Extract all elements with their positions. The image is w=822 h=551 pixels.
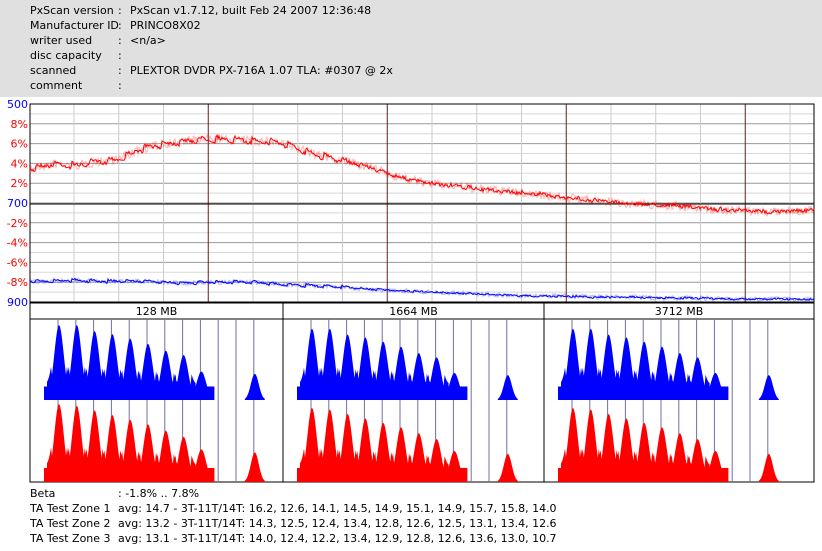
blue-histogram-peak [758,375,779,400]
y-tick-label: 2% [11,177,28,190]
info-key: scanned [30,64,77,77]
y-tick-label: 8% [11,118,28,131]
red-histogram-peak-base [558,467,729,482]
summary-key: Beta [30,487,56,500]
blue-histogram-peak [497,375,518,400]
y-tick-label: 900 [7,296,28,309]
info-value: <n/a> [130,34,166,47]
blue-histogram-peak-base [44,386,215,400]
blue-histogram-peak-base [558,386,729,400]
y-tick-label: -2% [7,217,28,230]
summary-key: TA Test Zone 2 [30,517,111,530]
plot-frame [29,103,815,303]
series-noise [29,276,815,303]
summary-value: avg: 14.7 - 3T-11T/14T: 16.2, 12.6, 14.1… [118,502,557,515]
red-histogram-peak [64,405,89,482]
blue-histogram-peak-base [297,386,468,400]
info-colon: : [118,64,122,77]
info-colon: : [118,4,122,17]
scan-chart: 500 8% 6% 4% 2% 700 -2% -4% -6% -8% 900 128 MB 1664 … [7,98,815,483]
red-histogram-peak-base [44,467,215,482]
info-key: writer used [30,34,93,47]
blue-histogram-peak [64,325,89,400]
red-histogram-peak [758,453,779,482]
info-colon: : [118,49,122,62]
red-histogram-peak [244,452,265,482]
y-tick-label: 700 [7,197,28,210]
info-key: disc capacity [30,49,102,62]
series-line [29,277,815,301]
info-key: comment [30,79,83,92]
scan-info-header: PxScan version: PxScan v1.7.12, built Feb… [0,0,822,97]
info-value: PRINCO8X02 [130,19,201,32]
y-tick-label: -6% [7,256,28,269]
y-tick-label: 500 [7,98,28,111]
zone-label: 3712 MB [655,305,704,318]
info-value: PxScan v1.7.12, built Feb 24 2007 12:36:… [130,4,372,17]
red-histogram-peak [47,404,71,482]
info-key: PxScan version [30,4,114,17]
series-line [29,134,815,215]
summary-value: : -1.8% .. 7.8% [118,487,200,500]
y-tick-label: 6% [11,138,28,151]
zone-label: 1664 MB [389,305,438,318]
blue-histogram-peak [244,373,265,400]
summary-value: avg: 13.1 - 3T-11T/14T: 14.0, 12.4, 12.2… [118,532,557,545]
red-histogram-peak-base [297,467,468,482]
summary-key: TA Test Zone 1 [30,502,111,515]
blue-histogram-peak [47,325,71,400]
info-colon: : [118,34,122,47]
y-tick-label: -4% [7,237,28,250]
red-histogram-peak [497,453,518,482]
info-colon: : [118,79,122,92]
y-tick-label: -8% [7,276,28,289]
info-colon: : [118,19,122,32]
summary-value: avg: 13.2 - 3T-11T/14T: 14.3, 12.5, 12.4… [118,517,557,530]
y-tick-label: 4% [11,157,28,170]
info-value: PLEXTOR DVDR PX-716A 1.07 TLA: #0307 @ 2… [130,64,393,77]
summary-key: TA Test Zone 3 [30,532,111,545]
zone-label: 128 MB [136,305,178,318]
info-key: Manufacturer ID [30,19,119,32]
